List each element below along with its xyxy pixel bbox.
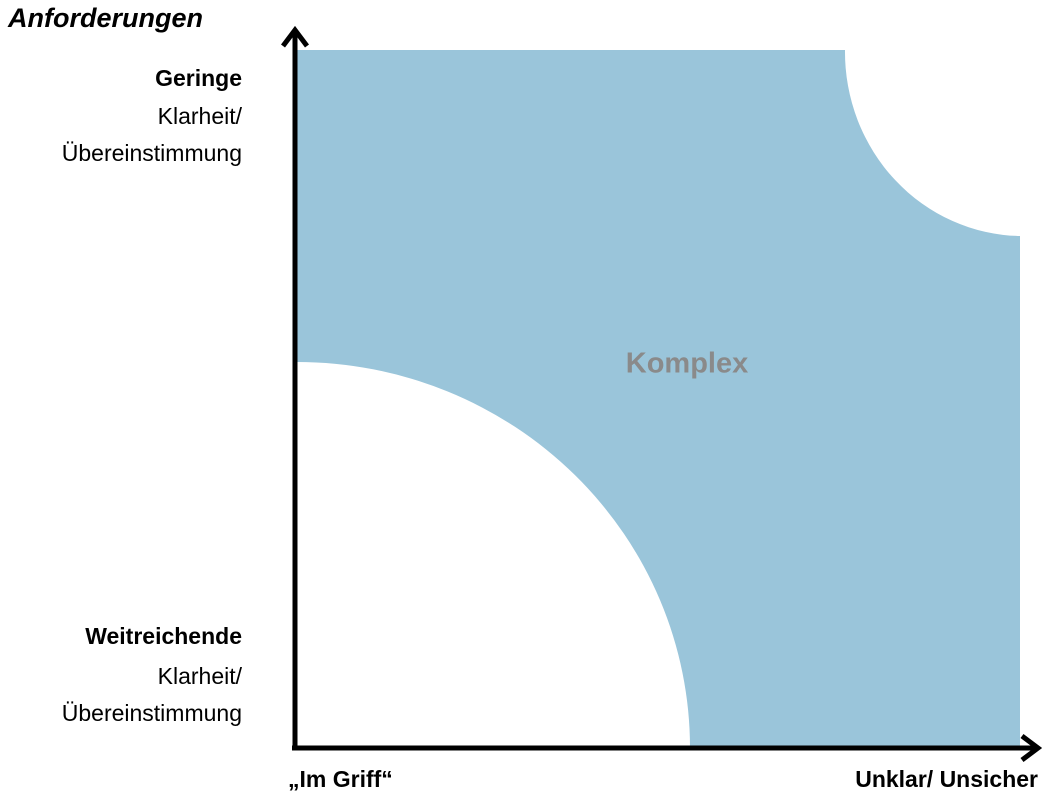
complex-region [297,50,1020,748]
y-bottom-line: Übereinstimmung [62,700,242,726]
title: Anforderungen [7,3,203,33]
y-top-bold: Geringe [155,65,242,91]
x-left-label: „Im Griff“ [288,766,393,792]
x-axis-arrow [1020,734,1042,762]
y-axis-arrow [281,25,309,48]
center-label: Komplex [626,348,748,380]
y-bottom-bold: Weitreichende [85,623,242,649]
y-top-line: Klarheit/ [158,103,243,129]
x-right-label: Unklar/ Unsicher [855,766,1038,792]
y-bottom-line: Klarheit/ [158,663,243,689]
y-top-line: Übereinstimmung [62,140,242,166]
